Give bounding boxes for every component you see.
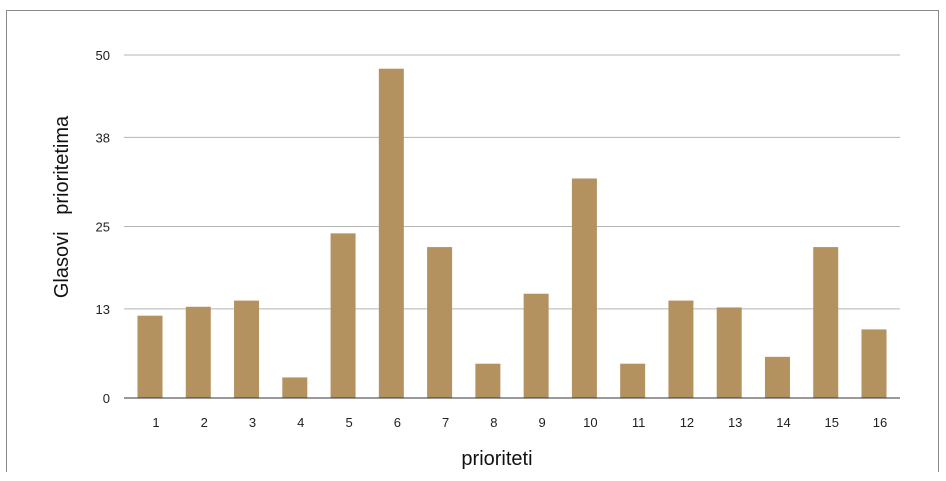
y-tick-label: 0 <box>103 391 110 406</box>
x-tick-label: 16 <box>873 415 887 430</box>
bar-9 <box>523 293 549 398</box>
bar-1 <box>137 315 163 398</box>
y-axis-title: Glasovi prioritetima <box>51 115 73 298</box>
x-tick-label: 4 <box>297 415 304 430</box>
bar-14 <box>764 356 790 398</box>
bar-6 <box>378 68 404 398</box>
x-tick-label: 12 <box>680 415 694 430</box>
y-tick-label: 25 <box>96 220 110 235</box>
x-tick-label: 14 <box>776 415 790 430</box>
bar-15 <box>813 247 839 398</box>
x-axis-title: prioriteti <box>461 448 532 470</box>
bar-12 <box>668 300 694 398</box>
x-tick-label: 9 <box>539 415 546 430</box>
bar-3 <box>234 300 260 398</box>
x-tick-labels: 1 2 3 4 5 6 7 8 9 10 11 12 13 14 15 16 <box>152 415 887 430</box>
x-tick-label: 15 <box>824 415 838 430</box>
bar-4 <box>282 377 308 398</box>
y-tick-label: 13 <box>96 302 110 317</box>
y-tick-label: 38 <box>96 130 110 145</box>
bars <box>137 68 887 398</box>
bar-5 <box>330 233 356 398</box>
bar-16 <box>861 329 887 398</box>
y-tick-labels: 0 13 25 38 50 <box>96 48 110 406</box>
x-tick-label: 5 <box>345 415 352 430</box>
bar-11 <box>620 363 646 398</box>
x-tick-label: 2 <box>201 415 208 430</box>
bar-7 <box>427 247 453 398</box>
x-tick-label: 7 <box>442 415 449 430</box>
x-tick-label: 13 <box>728 415 742 430</box>
bar-8 <box>475 363 501 398</box>
y-tick-label: 50 <box>96 48 110 63</box>
x-tick-label: 10 <box>583 415 597 430</box>
x-tick-label: 3 <box>249 415 256 430</box>
grid-lines <box>124 54 900 310</box>
bar-2 <box>185 306 211 398</box>
chart-frame <box>6 10 939 472</box>
bar-10 <box>571 178 597 398</box>
x-tick-label: 1 <box>152 415 159 430</box>
x-tick-label: 11 <box>632 415 646 430</box>
bar-13 <box>716 307 742 398</box>
x-tick-label: 8 <box>490 415 497 430</box>
x-tick-label: 6 <box>394 415 401 430</box>
